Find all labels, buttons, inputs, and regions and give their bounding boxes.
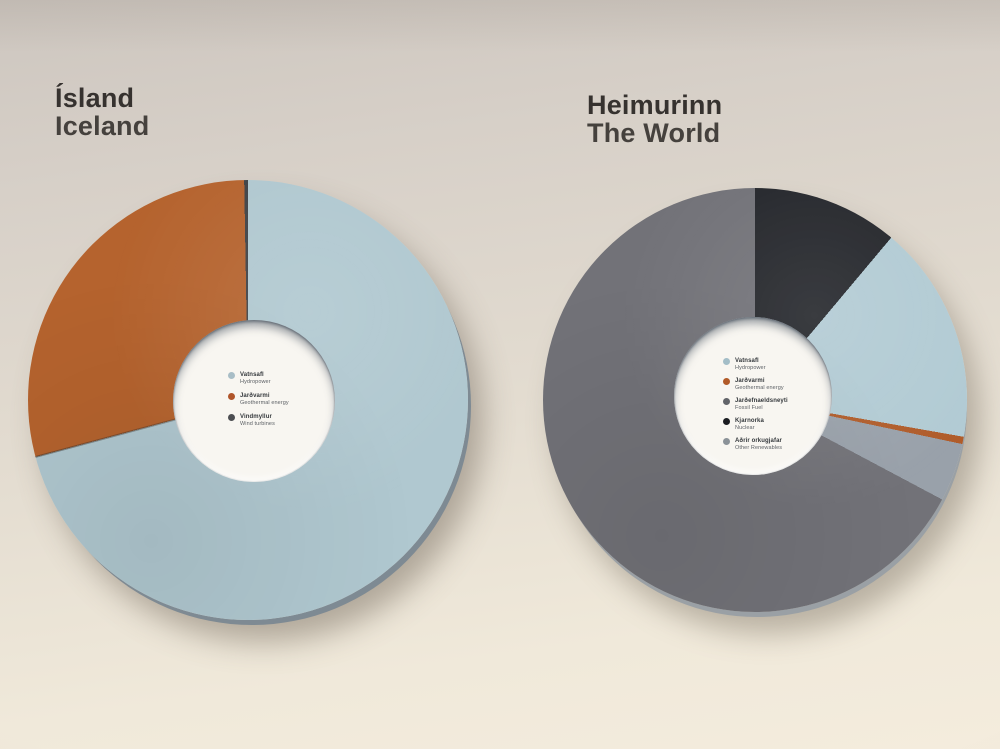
chart-title-icelandic: Heimurinn — [587, 90, 723, 120]
legend-label: Vatnsafl Hydropower — [735, 358, 766, 371]
chart-title-english: The World — [587, 118, 721, 148]
legend-label-icelandic: Aðrir orkugjafar — [735, 438, 782, 444]
legend-item: Kjarnorka Nuclear — [723, 418, 788, 431]
chart-legend: Vatnsafl Hydropower Jarðvarmi Geothermal… — [228, 372, 289, 435]
legend-label-english: Nuclear — [735, 425, 755, 431]
legend-color-dot-icon — [228, 393, 235, 400]
legend-label-english: Geothermal energy — [735, 385, 784, 391]
legend-label-icelandic: Jarðvarmi — [240, 393, 270, 399]
legend-label: Kjarnorka Nuclear — [735, 418, 764, 431]
iceland-title-block: Ísland Iceland — [55, 84, 149, 140]
legend-item: Jarðvarmi Geothermal energy — [228, 393, 289, 406]
legend-item: Vatnsafl Hydropower — [723, 358, 788, 371]
legend-color-dot-icon — [723, 358, 730, 365]
legend-label-english: Hydropower — [735, 365, 766, 371]
legend-label-english: Wind turbines — [240, 421, 275, 427]
legend-color-dot-icon — [228, 372, 235, 379]
legend-label: Jarðvarmi Geothermal energy — [240, 393, 289, 406]
legend-label: Jarðefnaeldsneyti Fossil Fuel — [735, 398, 788, 411]
legend-item: Jarðvarmi Geothermal energy — [723, 378, 788, 391]
chart-title-english: Iceland — [55, 111, 150, 141]
donut-ring: Vatnsafl Hydropower Jarðvarmi Geothermal… — [28, 180, 468, 620]
legend-label-icelandic: Vindmyllur — [240, 414, 272, 420]
legend-label-english: Other Renewables — [735, 445, 783, 451]
legend-item: Vatnsafl Hydropower — [228, 372, 289, 385]
legend-label-english: Fossil Fuel — [735, 405, 763, 411]
legend-label: Jarðvarmi Geothermal energy — [735, 378, 784, 391]
legend-label: Vatnsafl Hydropower — [240, 372, 271, 385]
legend-item: Jarðefnaeldsneyti Fossil Fuel — [723, 398, 788, 411]
world-title-block: Heimurinn The World — [587, 91, 722, 147]
legend-label-icelandic: Jarðvarmi — [735, 378, 765, 384]
legend-label: Vindmyllur Wind turbines — [240, 414, 275, 427]
chart-legend: Vatnsafl Hydropower Jarðvarmi Geothermal… — [723, 358, 788, 458]
legend-label-icelandic: Jarðefnaeldsneyti — [735, 398, 788, 404]
legend-color-dot-icon — [228, 414, 235, 421]
legend-item: Aðrir orkugjafar Other Renewables — [723, 438, 788, 451]
chart-title-icelandic: Ísland — [55, 83, 135, 113]
donut-center: Vatnsafl Hydropower Jarðvarmi Geothermal… — [173, 320, 335, 482]
legend-label-icelandic: Vatnsafl — [240, 372, 264, 378]
legend-label-icelandic: Kjarnorka — [735, 418, 764, 424]
legend-item: Vindmyllur Wind turbines — [228, 414, 289, 427]
legend-color-dot-icon — [723, 418, 730, 425]
legend-label-english: Geothermal energy — [240, 400, 289, 406]
legend-color-dot-icon — [723, 398, 730, 405]
donut-center: Vatnsafl Hydropower Jarðvarmi Geothermal… — [674, 317, 832, 475]
legend-color-dot-icon — [723, 378, 730, 385]
legend-color-dot-icon — [723, 438, 730, 445]
legend-label-english: Hydropower — [240, 379, 271, 385]
legend-label: Aðrir orkugjafar Other Renewables — [735, 438, 782, 451]
legend-label-icelandic: Vatnsafl — [735, 358, 759, 364]
donut-ring: Vatnsafl Hydropower Jarðvarmi Geothermal… — [543, 188, 967, 612]
